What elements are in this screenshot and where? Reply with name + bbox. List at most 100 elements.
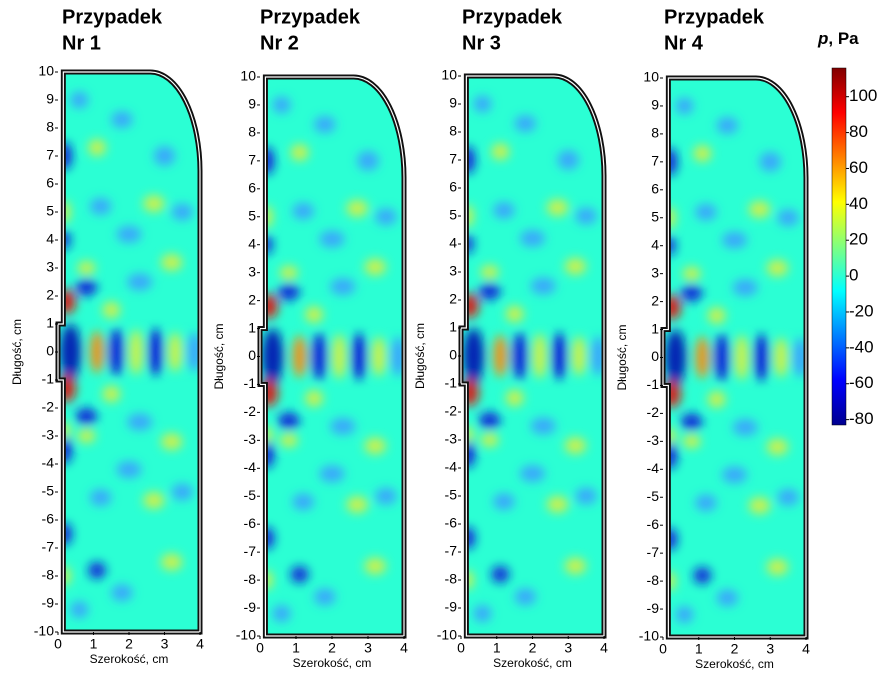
pressure-blob (514, 588, 537, 606)
pressure-blob (721, 466, 748, 484)
y-tick-label: -2 (647, 404, 660, 420)
y-tick-label: -1 (445, 375, 458, 391)
pressure-blob (375, 208, 397, 226)
pressure-blob (693, 567, 712, 584)
y-tick-label: -3 (244, 431, 257, 447)
pressure-blob (305, 306, 323, 323)
pressure-blob (716, 589, 739, 607)
y-tick-label: -7 (244, 543, 257, 559)
y-tick-label: -3 (445, 431, 458, 447)
pressure-blob (58, 289, 76, 315)
pressure-blob (777, 488, 799, 506)
pressure-blob (346, 496, 369, 514)
y-tick-label: 1 (46, 315, 54, 331)
pressure-blob (75, 279, 98, 296)
y-axis-label: Długość, cm (615, 324, 629, 390)
x-tick-label: 4 (196, 636, 204, 652)
pressure-blob (693, 145, 712, 162)
y-tick-label: 3 (449, 263, 457, 279)
pressure-blob (512, 332, 528, 380)
pressure-blob (557, 150, 579, 170)
x-axis-label: Szerokość, cm (695, 657, 774, 671)
y-tick-label: -10 (639, 628, 659, 644)
pressure-blob (564, 437, 587, 454)
x-tick-label: 2 (125, 636, 133, 652)
pressure-blob (89, 489, 112, 506)
pressure-blob (519, 465, 546, 482)
pressure-blob (530, 417, 556, 435)
pressure-blob (371, 336, 386, 377)
panel-title: Przypadek (260, 6, 361, 28)
y-tick-label: -3 (647, 432, 660, 448)
y-tick-label: -7 (42, 539, 55, 555)
pressure-blob (682, 434, 701, 449)
pressure-blob (330, 417, 356, 435)
pressure-blob (290, 566, 309, 583)
x-tick-label: 3 (161, 636, 169, 652)
panel-title: Nr 1 (62, 32, 101, 54)
x-tick-label: 0 (54, 636, 62, 652)
pressure-blob (462, 328, 485, 384)
y-tick-label: 0 (248, 347, 256, 363)
x-tick-label: 2 (328, 640, 336, 656)
colorbar-tick-label: -40 (849, 337, 874, 356)
y-tick-label: 7 (651, 153, 659, 169)
pressure-blob (127, 413, 153, 431)
pressure-blob (77, 261, 96, 275)
pressure-blob (493, 493, 515, 510)
pressure-blob (171, 483, 193, 501)
y-tick-label: -4 (445, 459, 458, 475)
pressure-blob (160, 553, 183, 571)
pressure-blob (664, 329, 687, 386)
x-tick-label: 1 (90, 636, 98, 652)
y-tick-label: 8 (449, 123, 457, 139)
x-tick-label: 1 (292, 640, 300, 656)
y-tick-label: 10 (38, 63, 54, 79)
x-tick-label: 0 (457, 640, 465, 656)
pressure-blob (278, 283, 300, 301)
pressure-blob (675, 97, 694, 115)
pressure-blob (160, 433, 183, 450)
pressure-blob (147, 328, 164, 376)
y-tick-label: -3 (42, 427, 55, 443)
y-tick-label: 3 (46, 259, 54, 275)
pressure-blob (514, 115, 537, 132)
y-tick-label: -9 (42, 595, 55, 611)
pressure-blob (773, 337, 789, 378)
y-tick-label: 3 (651, 264, 659, 280)
pressure-blob (721, 231, 748, 249)
y-tick-label: -5 (647, 488, 660, 504)
pressure-blob (292, 493, 315, 511)
panel-title: Nr 2 (260, 32, 299, 54)
y-axis-label: Długość, cm (212, 323, 226, 389)
pressure-blob (493, 335, 508, 377)
pressure-blob (491, 143, 510, 161)
pressure-blob (260, 293, 278, 319)
pressure-blob (279, 265, 298, 280)
pressure-blob (153, 146, 176, 166)
pressure-blob (346, 199, 369, 217)
x-axis-label: Szerokość, cm (90, 652, 169, 666)
pressure-blob (491, 566, 510, 583)
pressure-blob (546, 496, 569, 513)
pressure-blob (777, 209, 799, 227)
x-tick-label: 0 (256, 640, 264, 656)
y-tick-label: 2 (651, 292, 659, 308)
y-tick-label: 8 (46, 119, 54, 135)
y-tick-label: 10 (441, 67, 457, 83)
pressure-blob (129, 329, 144, 375)
pressure-blob (311, 332, 328, 381)
pressure-blob (564, 557, 587, 575)
y-tick-label: -6 (647, 516, 660, 532)
pressure-blob (102, 301, 121, 319)
pressure-blob (272, 605, 291, 623)
y-tick-label: -5 (42, 483, 55, 499)
y-tick-label: -9 (244, 599, 257, 615)
x-tick-label: 3 (564, 640, 572, 656)
x-tick-label: 4 (802, 641, 810, 657)
pressure-blob (505, 305, 524, 323)
y-tick-label: 0 (449, 347, 457, 363)
pressure-blob (766, 438, 789, 456)
y-tick-label: -4 (647, 460, 660, 476)
y-tick-label: 1 (449, 319, 457, 335)
